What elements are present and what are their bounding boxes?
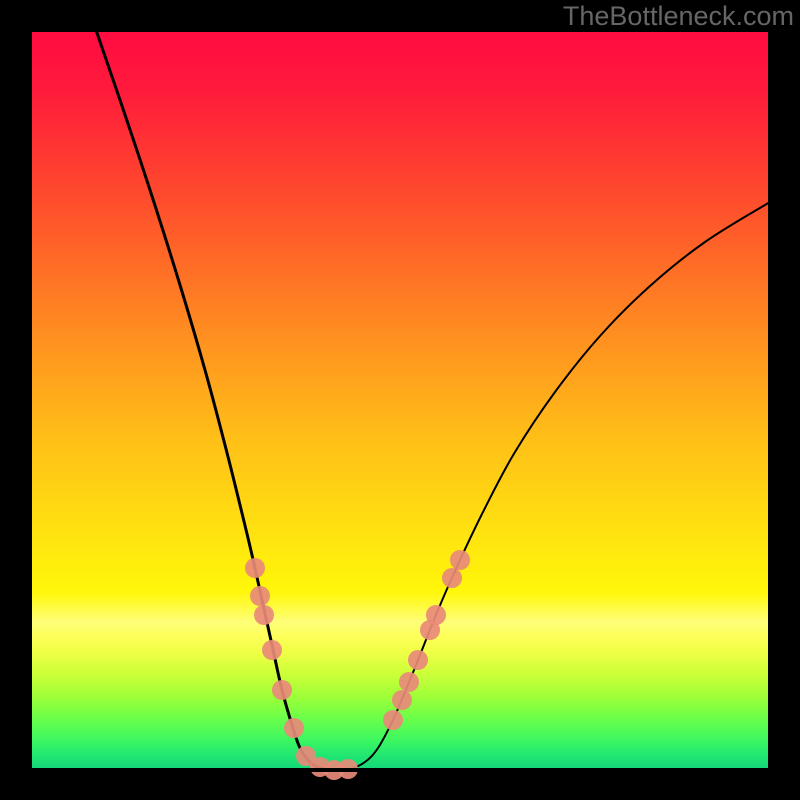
data-marker bbox=[442, 568, 462, 588]
data-marker bbox=[284, 718, 304, 738]
plot-outline bbox=[30, 30, 770, 770]
left-curve bbox=[96, 30, 335, 770]
curves-layer bbox=[96, 30, 770, 770]
data-marker bbox=[399, 672, 419, 692]
data-marker bbox=[272, 680, 292, 700]
data-marker bbox=[426, 605, 446, 625]
data-marker bbox=[392, 690, 412, 710]
data-marker bbox=[250, 586, 270, 606]
data-marker bbox=[408, 650, 428, 670]
markers-layer bbox=[245, 550, 470, 780]
data-marker bbox=[262, 640, 282, 660]
data-marker bbox=[254, 605, 274, 625]
data-marker bbox=[450, 550, 470, 570]
data-marker bbox=[245, 558, 265, 578]
data-marker bbox=[383, 710, 403, 730]
watermark-label: TheBottleneck.com bbox=[563, 1, 794, 32]
outline-layer bbox=[30, 30, 770, 770]
chart-stage: TheBottleneck.com bbox=[0, 0, 800, 800]
plot-overlay bbox=[0, 0, 800, 800]
